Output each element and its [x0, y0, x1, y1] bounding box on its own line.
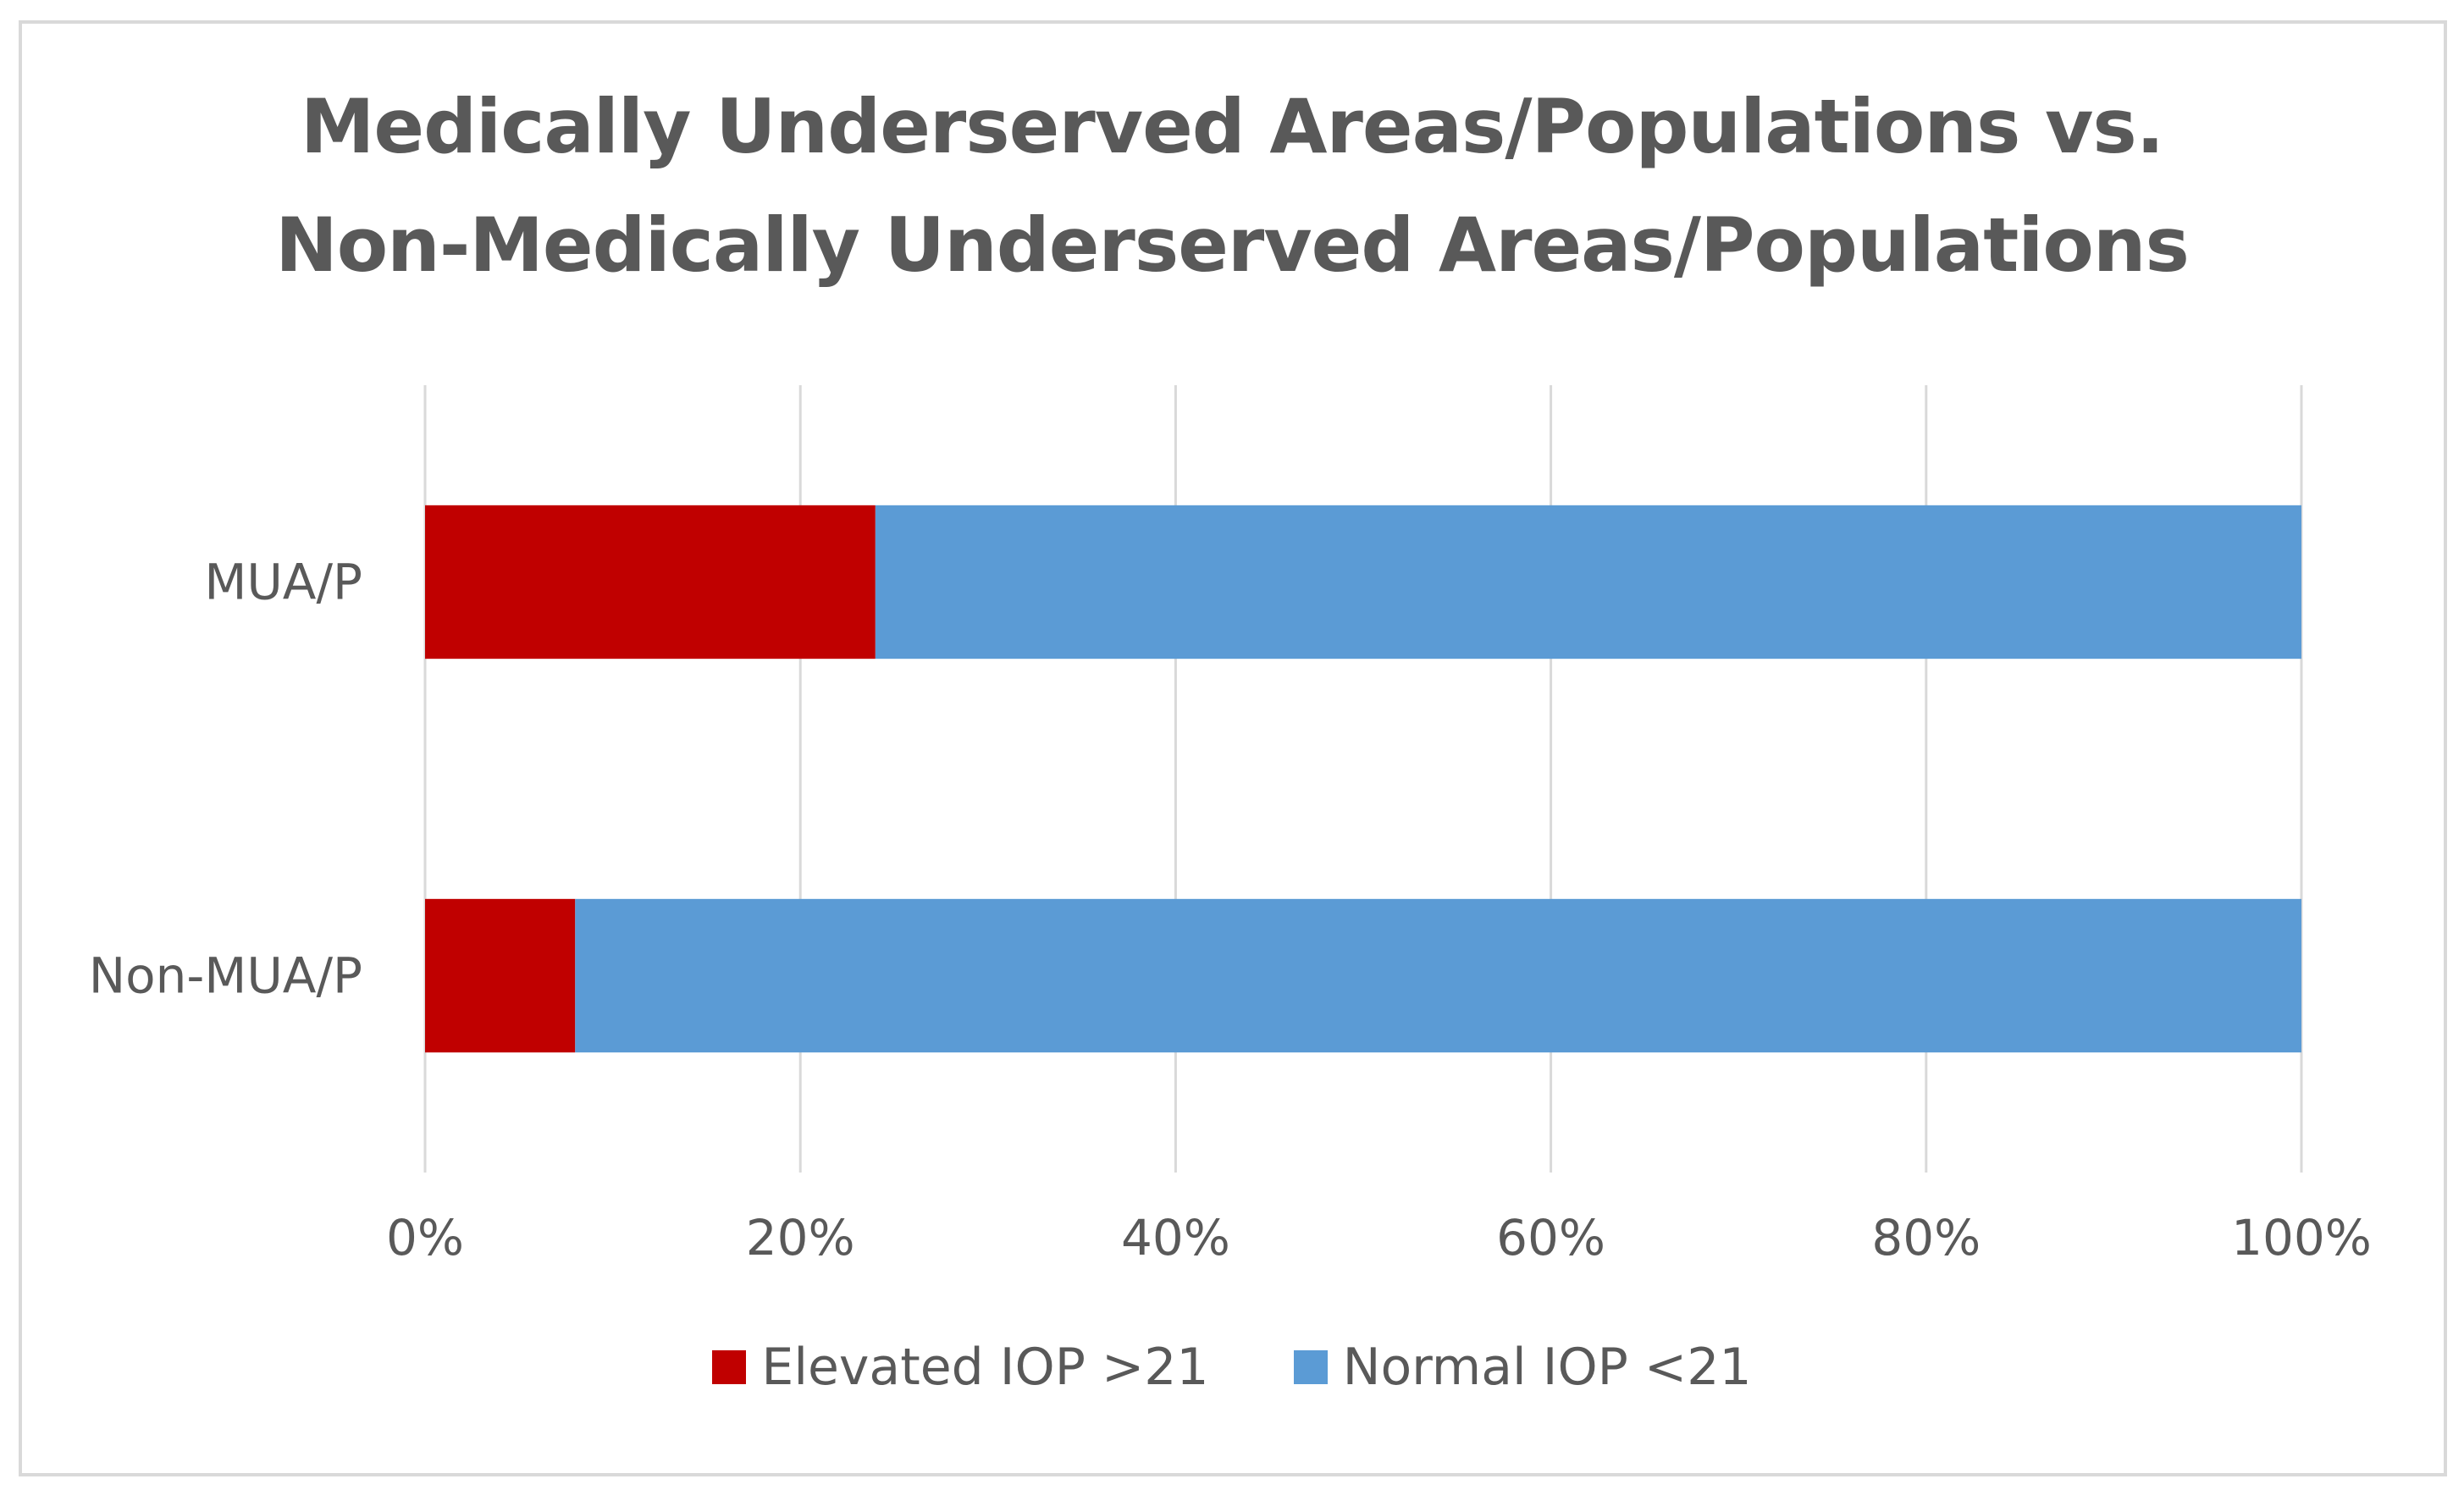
x-tick-label: 20% — [746, 1209, 855, 1266]
legend-label: Normal IOP <21 — [1342, 1338, 1752, 1397]
x-tick-label: 40% — [1121, 1209, 1230, 1266]
x-tick-label: 60% — [1496, 1209, 1605, 1266]
category-label: MUA/P — [204, 554, 362, 611]
chart-frame — [19, 20, 2447, 1476]
bar-segment — [575, 898, 2301, 1053]
legend-item: Elevated IOP >21 — [712, 1338, 1209, 1397]
legend-item: Normal IOP <21 — [1293, 1338, 1752, 1397]
legend-swatch — [1293, 1350, 1328, 1384]
bar-segment — [875, 505, 2301, 659]
x-tick-label: 0% — [386, 1209, 464, 1266]
chart-title-line-2: Non-Medically Underserved Areas/Populati… — [275, 201, 2190, 289]
legend-swatch — [712, 1350, 747, 1384]
x-tick-label: 80% — [1871, 1209, 1981, 1266]
chart-legend: Elevated IOP >21 Normal IOP <21 — [0, 1329, 2464, 1405]
x-tick-label: 100% — [2231, 1209, 2372, 1266]
chart-title-line-1: Medically Underserved Areas/Populations … — [300, 83, 2164, 170]
category-label: Non-MUA/P — [89, 947, 362, 1005]
bar-segment — [425, 505, 876, 659]
bar-segment — [425, 898, 576, 1053]
legend-label: Elevated IOP >21 — [761, 1338, 1209, 1397]
chart-title: Medically Underserved Areas/Populations … — [0, 68, 2464, 305]
